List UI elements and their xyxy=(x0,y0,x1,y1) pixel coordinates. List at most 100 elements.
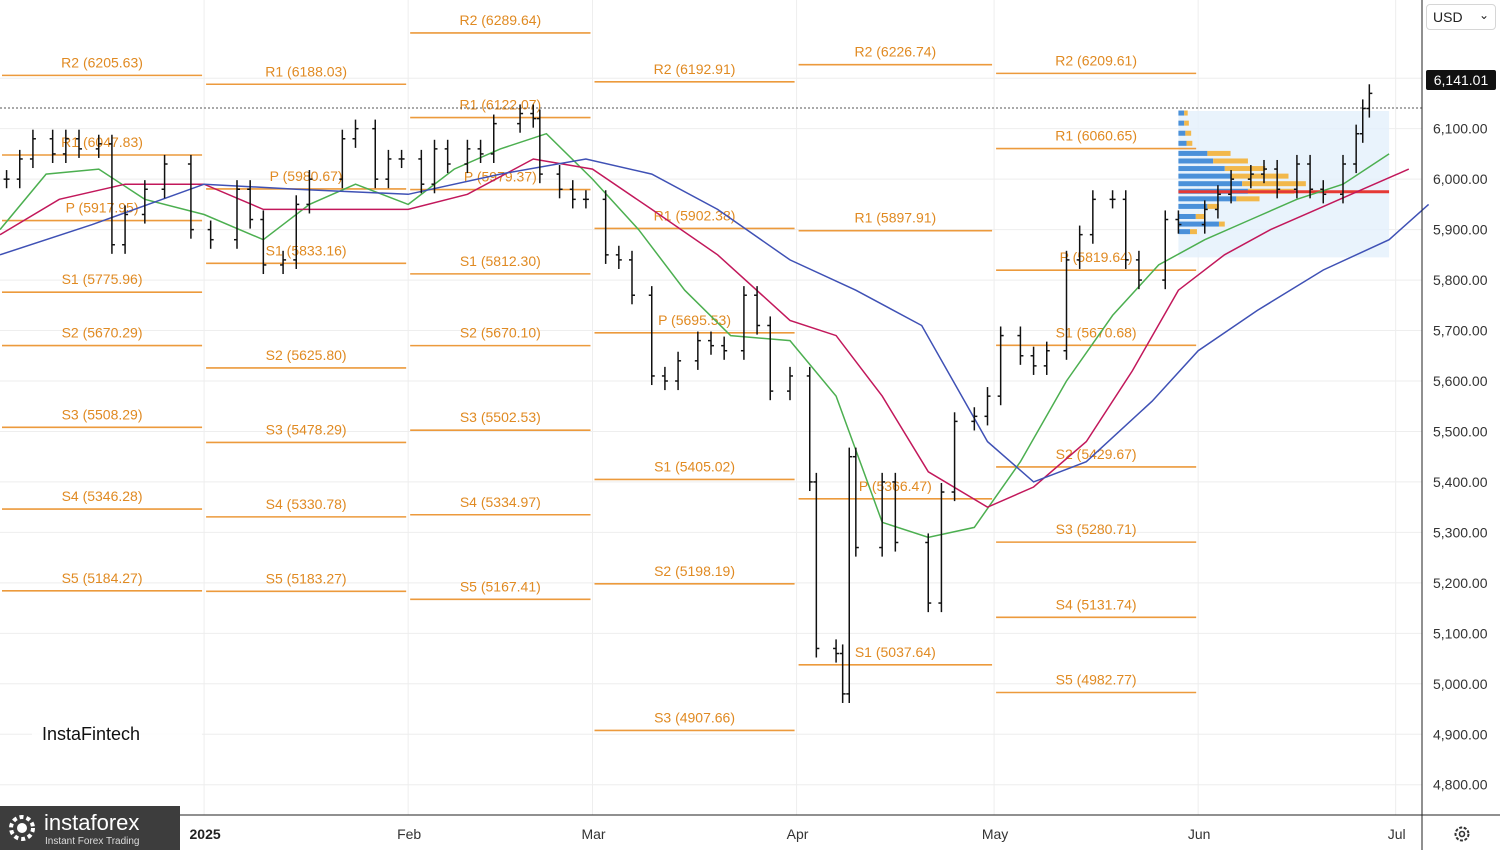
pivot-label: S2 (5670.10) xyxy=(460,325,541,341)
y-tick-label: 5,100.00 xyxy=(1433,625,1488,641)
moving-average-line xyxy=(0,158,1410,509)
y-tick-label: 6,100.00 xyxy=(1433,121,1488,137)
volume-bin-down xyxy=(1230,173,1289,179)
pivot-label: S2 (5670.29) xyxy=(62,325,143,341)
pivot-label: S3 (5478.29) xyxy=(266,421,347,437)
volume-bin-up xyxy=(1178,203,1208,209)
moving-average-line xyxy=(0,158,1430,483)
x-tick-label: Jul xyxy=(1388,826,1406,842)
volume-bin-down xyxy=(1195,213,1206,219)
x-tick-label: Jun xyxy=(1188,826,1211,842)
y-tick-label: 5,900.00 xyxy=(1433,222,1488,238)
pivot-label: R1 (6188.03) xyxy=(265,63,347,79)
pivot-label: S3 (5508.29) xyxy=(62,406,143,422)
pivot-label: S4 (5334.97) xyxy=(460,494,541,510)
volume-bin-down xyxy=(1218,221,1225,227)
x-tick-label: Mar xyxy=(581,826,605,842)
moving-average-line xyxy=(0,132,1390,539)
pivot-label: S5 (5183.27) xyxy=(266,570,347,586)
pivot-label: R2 (6192.91) xyxy=(654,61,736,77)
y-tick-label: 4,800.00 xyxy=(1433,777,1488,793)
y-tick-label: 5,300.00 xyxy=(1433,524,1488,540)
volume-bin-down xyxy=(1224,166,1266,172)
pivot-label: R2 (6226.74) xyxy=(854,44,936,60)
pivot-label: S1 (5775.96) xyxy=(62,271,143,287)
volume-bin-down xyxy=(1242,181,1306,187)
currency-select[interactable]: USD ⌄ xyxy=(1426,4,1496,30)
pivot-label: S4 (5131.74) xyxy=(1056,596,1137,612)
gear-icon[interactable] xyxy=(1452,824,1472,844)
pivot-levels: R2 (6205.63) R1 (6047.83) P (5917.95) S1 (5… xyxy=(2,12,1197,732)
chevron-down-icon: ⌄ xyxy=(1478,8,1489,22)
volume-bin-down xyxy=(1184,120,1189,126)
volume-bin-up xyxy=(1178,221,1219,227)
pivot-label: R1 (6060.65) xyxy=(1055,128,1137,144)
y-tick-label: 5,400.00 xyxy=(1433,474,1488,490)
pivot-label: S3 (5502.53) xyxy=(460,409,541,425)
pivot-label: R1 (5902.38) xyxy=(654,207,736,223)
pivot-label: S1 (5405.02) xyxy=(654,458,735,474)
price-bars xyxy=(3,84,1373,703)
pivot-label: S1 (5812.30) xyxy=(460,253,541,269)
pivot-label: R2 (6209.61) xyxy=(1055,52,1137,68)
volume-bin-down xyxy=(1185,130,1192,136)
brand-tagline: Instant Forex Trading xyxy=(45,836,140,847)
pivot-label: P (5695.53) xyxy=(658,312,731,328)
pivot-label: S2 (5198.19) xyxy=(654,563,735,579)
pivot-label: S3 (4907.66) xyxy=(654,709,735,725)
volume-bin-up xyxy=(1178,181,1243,187)
pivot-label: S5 (4982.77) xyxy=(1056,671,1137,687)
y-tick-label: 5,000.00 xyxy=(1433,676,1488,692)
pivot-label: S1 (5670.68) xyxy=(1056,324,1137,340)
moving-averages xyxy=(0,107,1430,539)
chart-watermark: InstaFintech xyxy=(32,698,202,760)
x-tick-label: 2025 xyxy=(190,826,221,842)
pivot-label: P (5980.67) xyxy=(270,168,343,184)
volume-bin-up xyxy=(1178,110,1185,116)
volume-bin-down xyxy=(1186,140,1193,146)
pivot-label: S4 (5330.78) xyxy=(266,496,347,512)
y-tick-label: 5,200.00 xyxy=(1433,575,1488,591)
y-tick-label: 5,700.00 xyxy=(1433,323,1488,339)
last-price-badge: 6,141.01 xyxy=(1426,70,1496,90)
x-tick-label: Feb xyxy=(397,826,421,842)
y-tick-label: 5,600.00 xyxy=(1433,373,1488,389)
grid-layer xyxy=(0,0,1422,815)
brand-logo-icon xyxy=(9,815,35,841)
volume-bin-up xyxy=(1178,120,1185,126)
brand-badge: instaforex Instant Forex Trading xyxy=(0,806,180,850)
volume-bin-up xyxy=(1178,213,1196,219)
volume-bin-down xyxy=(1213,158,1248,164)
volume-bin-up xyxy=(1178,150,1208,156)
pivot-label: R1 (6047.83) xyxy=(61,134,143,150)
x-tick-label: May xyxy=(982,826,1008,842)
pivot-label: R2 (6205.63) xyxy=(61,54,143,70)
volume-bin-down xyxy=(1207,203,1219,209)
volume-bin-up xyxy=(1178,158,1214,164)
volume-bin-up xyxy=(1178,229,1191,235)
y-tick-label: 6,000.00 xyxy=(1433,171,1488,187)
volume-bin-down xyxy=(1184,110,1188,116)
pivot-label: S2 (5429.67) xyxy=(1056,446,1137,462)
volume-profile xyxy=(1178,110,1390,258)
volume-bin-down xyxy=(1190,229,1197,235)
pivot-label: S5 (5167.41) xyxy=(460,578,541,594)
y-tick-label: 5,800.00 xyxy=(1433,272,1488,288)
x-tick-label: Apr xyxy=(787,826,809,842)
pivot-label: S1 (5833.16) xyxy=(266,242,347,258)
y-tick-label: 5,500.00 xyxy=(1433,423,1488,439)
volume-bin-down xyxy=(1207,150,1231,156)
pivot-label: R2 (6289.64) xyxy=(459,12,541,28)
pivot-label: S4 (5346.28) xyxy=(62,488,143,504)
volume-bin-up xyxy=(1178,140,1187,146)
volume-bin-down xyxy=(1236,196,1260,202)
pivot-label: R1 (6122.07) xyxy=(459,97,541,113)
pivot-label: P (5819.64) xyxy=(1060,249,1133,265)
pivot-label: R1 (5897.91) xyxy=(854,210,936,226)
volume-bin-up xyxy=(1178,196,1237,202)
watermark-text: InstaFintech xyxy=(42,724,141,744)
volume-bin-up xyxy=(1178,173,1231,179)
pivot-label: S1 (5037.64) xyxy=(855,644,936,660)
